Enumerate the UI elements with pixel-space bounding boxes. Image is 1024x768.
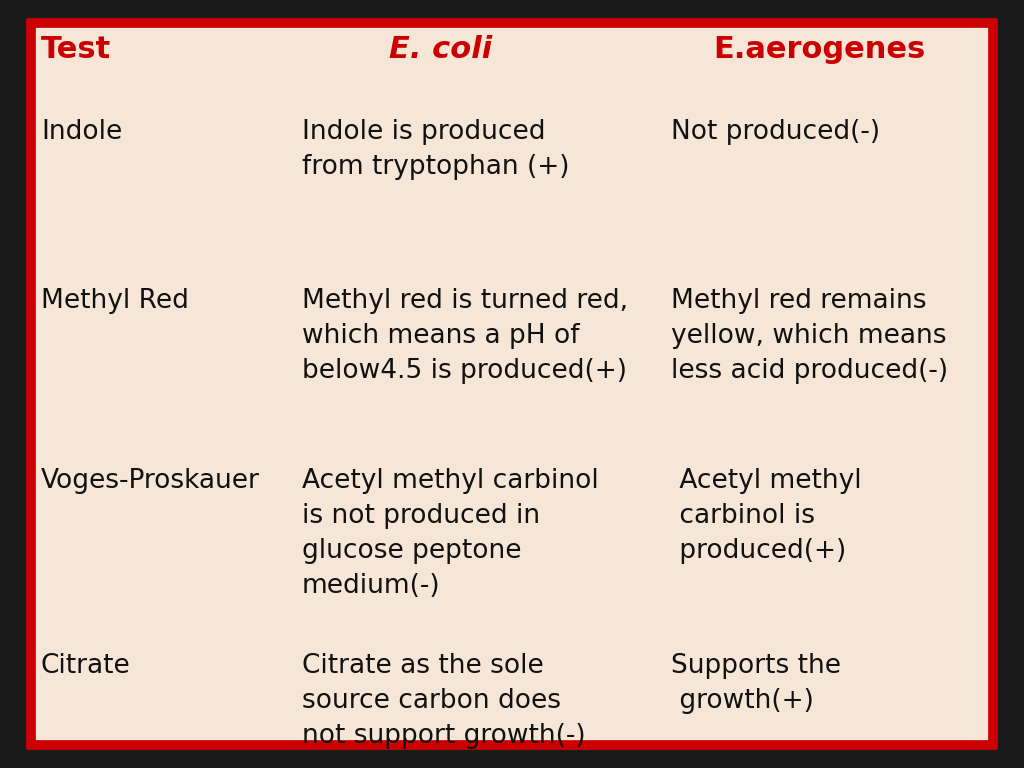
- Text: Not produced(-): Not produced(-): [671, 119, 880, 145]
- Text: Test: Test: [41, 35, 112, 64]
- Text: Acetyl methyl carbinol
is not produced in
glucose peptone
medium(-): Acetyl methyl carbinol is not produced i…: [302, 468, 599, 600]
- Text: Voges-Proskauer: Voges-Proskauer: [41, 468, 260, 495]
- Text: E.aerogenes: E.aerogenes: [713, 35, 926, 64]
- Text: Acetyl methyl
 carbinol is
 produced(+): Acetyl methyl carbinol is produced(+): [671, 468, 861, 564]
- Text: Methyl red remains
yellow, which means
less acid produced(-): Methyl red remains yellow, which means l…: [671, 288, 948, 384]
- Text: Indole is produced
from tryptophan (+): Indole is produced from tryptophan (+): [302, 119, 569, 180]
- Text: Methyl red is turned red,
which means a pH of
below4.5 is produced(+): Methyl red is turned red, which means a …: [302, 288, 628, 384]
- Text: Supports the
 growth(+): Supports the growth(+): [671, 653, 841, 713]
- Text: Indole: Indole: [41, 119, 122, 145]
- Text: Citrate as the sole
source carbon does
not support growth(-): Citrate as the sole source carbon does n…: [302, 653, 586, 749]
- Text: Methyl Red: Methyl Red: [41, 288, 188, 314]
- FancyBboxPatch shape: [31, 23, 993, 745]
- Text: Citrate: Citrate: [41, 653, 131, 679]
- Text: E. coli: E. coli: [389, 35, 492, 64]
